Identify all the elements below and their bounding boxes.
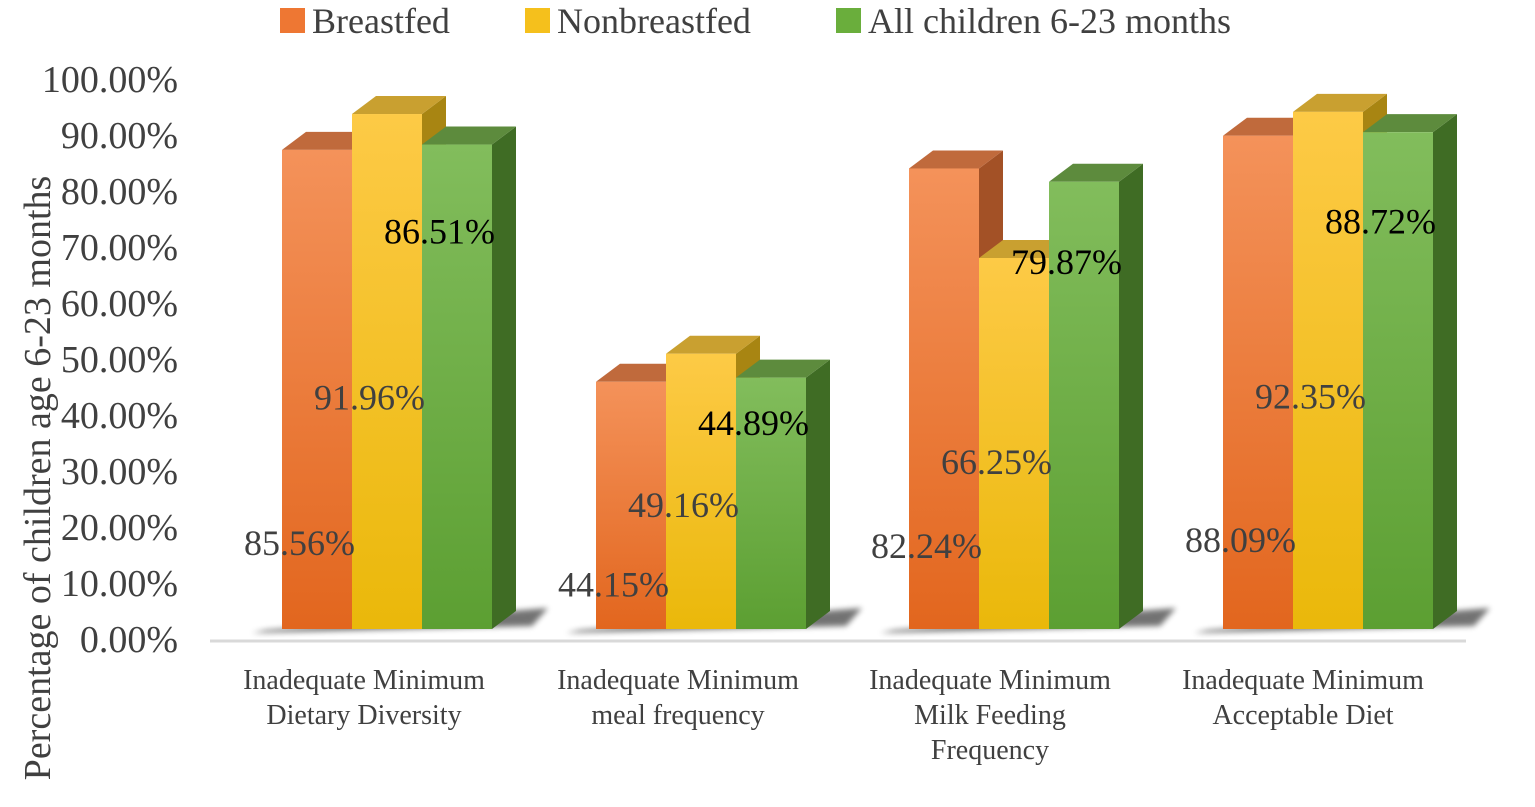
data-label: 85.56%	[244, 523, 355, 563]
x-axis-categories: Inadequate Minimum Dietary Diversity Ina…	[243, 665, 1424, 766]
legend-item-breastfed[interactable]: Breastfed	[280, 1, 450, 41]
data-label: 91.96%	[314, 377, 425, 417]
category-label: Inadequate Minimum	[243, 665, 485, 696]
data-label: 92.35%	[1255, 376, 1366, 416]
bar-top-face	[352, 96, 446, 115]
y-tick-label: 10.00%	[61, 563, 178, 605]
legend-label-nonbreastfed: Nonbreastfed	[557, 1, 751, 41]
legend-swatch-all-children	[836, 8, 861, 33]
bar-all-children	[1049, 163, 1143, 629]
data-label: 86.51%	[384, 212, 495, 252]
bar-all-children	[736, 359, 830, 629]
category-label: Inadequate Minimum	[869, 665, 1111, 696]
bars	[282, 93, 1457, 630]
category-label: Acceptable Diet	[1212, 700, 1393, 731]
bar-front-face	[282, 149, 352, 629]
bar-side-face	[806, 359, 830, 629]
y-tick-label: 80.00%	[61, 171, 178, 213]
category-label: Dietary Diversity	[266, 700, 461, 731]
data-label: 88.72%	[1325, 202, 1436, 242]
legend-item-nonbreastfed[interactable]: Nonbreastfed	[525, 1, 751, 41]
bar-front-face	[1363, 132, 1433, 629]
category-label: meal frequency	[591, 700, 764, 731]
legend-item-all-children[interactable]: All children 6-23 months	[836, 1, 1231, 41]
bar-side-face	[1119, 163, 1143, 629]
data-label: 88.09%	[1185, 520, 1296, 560]
data-label: 44.15%	[558, 564, 669, 604]
y-axis-ticks: 0.00% 10.00% 20.00% 30.00% 40.00% 50.00%…	[42, 59, 178, 661]
bar-front-face	[666, 353, 736, 629]
bar-front-face	[352, 114, 422, 630]
category-label: Milk Feeding	[914, 700, 1066, 731]
y-tick-label: 0.00%	[80, 619, 178, 661]
bar-front-face	[979, 258, 1049, 629]
bar-front-face	[736, 377, 806, 629]
y-tick-label: 50.00%	[61, 339, 178, 381]
bar-front-face	[1049, 181, 1119, 629]
category-label: Frequency	[931, 735, 1049, 766]
bar-top-face	[1293, 93, 1387, 112]
data-label: 44.89%	[698, 403, 809, 443]
y-tick-label: 20.00%	[61, 507, 178, 549]
y-tick-label: 30.00%	[61, 451, 178, 493]
y-tick-label: 100.00%	[42, 59, 178, 101]
bar-front-face	[1223, 135, 1293, 630]
data-label: 82.24%	[871, 526, 982, 566]
bar-top-face	[422, 126, 516, 145]
bar-top-face	[1363, 114, 1457, 133]
bar-side-face	[492, 126, 516, 629]
bar-top-face	[736, 359, 830, 378]
bar-front-face	[596, 381, 666, 629]
bar-all-children	[422, 126, 516, 629]
y-tick-label: 40.00%	[61, 395, 178, 437]
y-tick-label: 70.00%	[61, 227, 178, 269]
legend-swatch-breastfed	[280, 8, 305, 33]
data-label: 49.16%	[628, 485, 739, 525]
legend-label-breastfed: Breastfed	[312, 1, 450, 41]
legend-label-all-children: All children 6-23 months	[868, 1, 1231, 41]
data-label: 66.25%	[941, 442, 1052, 482]
bar-front-face	[422, 144, 492, 629]
data-label: 79.87%	[1011, 242, 1122, 282]
legend-swatch-nonbreastfed	[525, 8, 550, 33]
legend: Breastfed Nonbreastfed All children 6-23…	[280, 1, 1231, 41]
category-label: Inadequate Minimum	[557, 665, 799, 696]
y-tick-label: 90.00%	[61, 115, 178, 157]
data-labels: 85.56% 44.15% 82.24% 88.09% 91.96% 49.16…	[244, 202, 1436, 605]
bar-all-children	[1363, 114, 1457, 630]
y-tick-label: 60.00%	[61, 283, 178, 325]
bar-top-face	[1049, 163, 1143, 182]
bar-front-face	[1293, 111, 1363, 630]
y-axis-label: Percentage of children age 6-23 months	[17, 176, 59, 781]
bar-side-face	[1433, 114, 1457, 630]
bar-front-face	[909, 168, 979, 629]
category-label: Inadequate Minimum	[1182, 665, 1424, 696]
bar-top-face	[909, 150, 1003, 169]
bar-top-face	[666, 335, 760, 354]
